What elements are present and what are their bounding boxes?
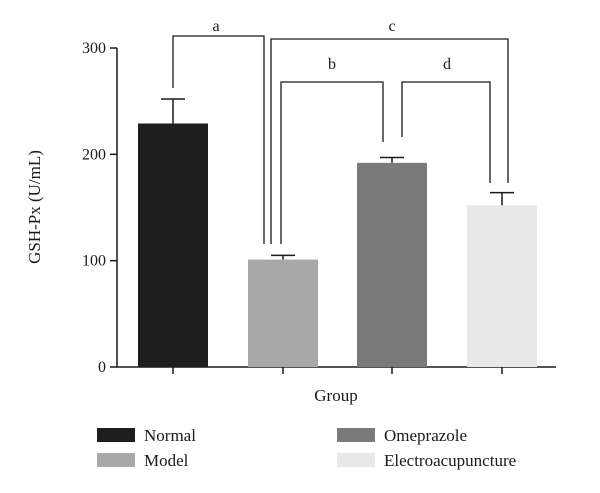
- legend-swatch: [337, 428, 375, 442]
- significance-brackets: a b c d: [172, 18, 509, 244]
- significance-bracket: [172, 35, 265, 244]
- legend-label: Normal: [144, 426, 196, 445]
- significance-label: d: [443, 56, 451, 73]
- significance-bracket: [270, 38, 509, 244]
- legend-swatch: [337, 453, 375, 467]
- x-axis-title: Group: [314, 386, 357, 405]
- significance-label: a: [212, 18, 219, 35]
- legend-label: Omeprazole: [384, 426, 467, 445]
- legend: Normal Model Omeprazole Electroacupuncture: [97, 426, 516, 470]
- y-tick-label: 200: [82, 146, 106, 163]
- error-bars: [161, 98, 514, 260]
- bars: [138, 123, 537, 367]
- y-tick-label: 0: [98, 359, 106, 376]
- legend-swatch: [97, 453, 135, 467]
- bar: [248, 259, 318, 367]
- significance-bracket: [280, 81, 384, 244]
- y-tick-label: 100: [82, 253, 106, 270]
- significance-label: b: [328, 56, 336, 73]
- significance-bracket: [401, 81, 491, 183]
- legend-label: Electroacupuncture: [384, 451, 516, 470]
- legend-label: Model: [144, 451, 189, 470]
- bar: [138, 123, 208, 367]
- y-tick-label: 300: [82, 40, 106, 57]
- y-axis-title: GSH-Px (U/mL): [25, 150, 44, 264]
- significance-label: c: [388, 18, 395, 35]
- legend-swatch: [97, 428, 135, 442]
- bar: [357, 162, 427, 367]
- bar: [467, 205, 537, 367]
